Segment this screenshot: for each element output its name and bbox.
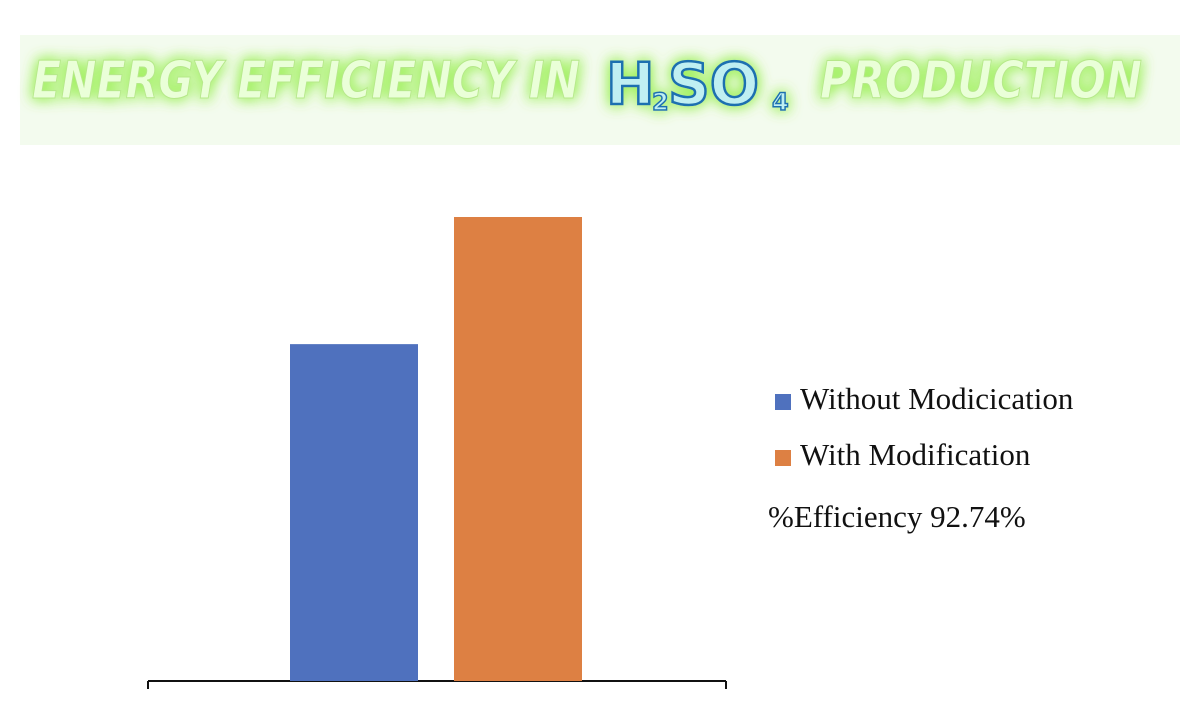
- title-formula: H: [606, 50, 655, 118]
- title-band: [20, 35, 1180, 145]
- legend-label: Without Modicication: [800, 381, 1074, 416]
- bar: [454, 217, 582, 681]
- legend-swatch: [775, 450, 791, 466]
- title-formula: SO: [668, 50, 759, 118]
- title-formula: 4: [772, 88, 789, 116]
- annotation: %Efficiency 92.74%: [768, 499, 1026, 534]
- title-text: PRODUCTION: [820, 51, 1142, 111]
- title-formula: 2: [652, 88, 669, 116]
- chart-title: ENERGY EFFICIENCY IN H 2 SO 4 PRODUCTION: [32, 50, 1142, 123]
- bar: [290, 344, 418, 681]
- legend-swatch: [775, 394, 791, 410]
- legend-label: With Modification: [800, 437, 1031, 472]
- title-text: ENERGY EFFICIENCY IN: [32, 51, 580, 111]
